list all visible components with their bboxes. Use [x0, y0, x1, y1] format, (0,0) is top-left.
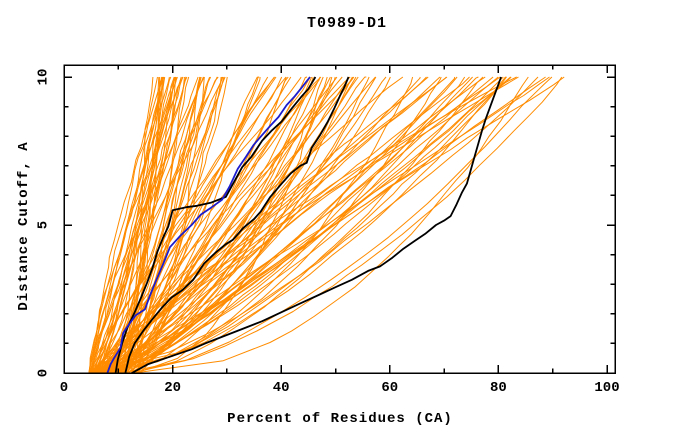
- prediction-curve: [104, 76, 321, 374]
- prediction-curve: [88, 76, 421, 374]
- prediction-curve: [114, 76, 486, 374]
- prediction-curve: [89, 76, 333, 374]
- x-tick-label: 0: [60, 380, 68, 396]
- reference-model-left-curve: [114, 76, 317, 374]
- prediction-curve: [126, 76, 308, 374]
- x-axis-label: Percent of Residues (CA): [227, 411, 453, 427]
- prediction-curve: [116, 76, 507, 374]
- prediction-curve: [89, 76, 158, 374]
- curve-layer: [88, 76, 565, 374]
- prediction-curve: [88, 76, 499, 374]
- prediction-curve: [110, 76, 163, 374]
- prediction-curve: [137, 76, 292, 374]
- prediction-curve: [107, 76, 456, 374]
- highlighted-model-curve: [106, 76, 311, 374]
- x-tick-label: 20: [164, 380, 181, 396]
- prediction-curve: [107, 76, 466, 374]
- prediction-curve: [131, 76, 359, 374]
- x-tick-label: 60: [381, 380, 398, 396]
- x-tick-label: 100: [594, 380, 619, 396]
- prediction-curve: [121, 76, 563, 374]
- x-tick-label: 40: [273, 380, 290, 396]
- chart-title: T0989-D1: [307, 15, 387, 32]
- y-axis-label: Distance Cutoff, A: [16, 141, 32, 310]
- prediction-curve: [132, 76, 164, 374]
- y-tick-label: 10: [35, 69, 51, 86]
- prediction-curve: [99, 76, 387, 374]
- prediction-curve: [135, 76, 260, 374]
- prediction-curve: [127, 76, 154, 374]
- prediction-curve: [126, 76, 458, 374]
- prediction-curve: [88, 76, 165, 374]
- prediction-curve: [96, 76, 442, 374]
- prediction-curve: [109, 76, 321, 374]
- reference-model-sweep-curve: [131, 76, 502, 374]
- prediction-curve: [105, 76, 511, 374]
- axis-layer: 0 20 40 60 80 100 0 5 10: [35, 64, 620, 396]
- y-tick-label: 0: [35, 369, 51, 377]
- prediction-curve: [93, 76, 218, 374]
- plot-frame: [63, 64, 616, 374]
- prediction-curve: [98, 76, 370, 374]
- prediction-curve: [106, 76, 501, 374]
- y-tick-label: 5: [35, 221, 51, 229]
- prediction-curve: [89, 76, 177, 374]
- prediction-curve: [130, 76, 357, 374]
- prediction-curve: [92, 76, 178, 374]
- prediction-curve: [121, 76, 287, 374]
- prediction-curve: [132, 76, 484, 374]
- prediction-curve: [117, 76, 314, 374]
- prediction-curve: [134, 76, 529, 374]
- prediction-curve: [89, 76, 164, 374]
- prediction-curve: [97, 76, 343, 374]
- prediction-curve: [88, 76, 447, 374]
- prediction-curve: [102, 76, 201, 374]
- prediction-curve: [112, 76, 473, 374]
- x-tick-label: 80: [490, 380, 507, 396]
- prediction-curve: [111, 76, 479, 374]
- prediction-curve: [93, 76, 172, 374]
- prediction-curve: [136, 76, 328, 374]
- prediction-curve: [95, 76, 287, 374]
- prediction-curve: [119, 76, 338, 374]
- prediction-curve: [92, 76, 275, 374]
- reference-model-middle-curve: [124, 76, 350, 374]
- prediction-curve: [131, 76, 553, 374]
